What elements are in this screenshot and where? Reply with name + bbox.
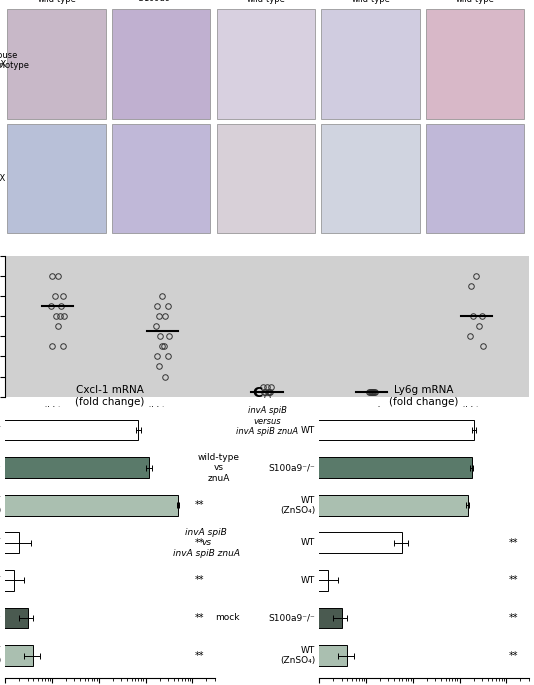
Text: wild-type: wild-type <box>37 0 76 5</box>
Text: mock: mock <box>215 614 240 623</box>
Text: **: ** <box>508 575 518 586</box>
Text: **: ** <box>508 651 518 660</box>
Text: WT
(ZnSO₄): WT (ZnSO₄) <box>0 495 1 515</box>
Bar <box>0 645 34 666</box>
Text: **: ** <box>194 613 204 623</box>
Text: WT: WT <box>0 576 1 585</box>
Text: C: C <box>253 386 263 400</box>
Text: WT: WT <box>301 538 315 547</box>
Text: 40X: 40X <box>0 174 6 183</box>
Text: S100a9⁻/⁻: S100a9⁻/⁻ <box>269 614 315 623</box>
Bar <box>0 458 150 478</box>
Title: Ly6g mRNA
(fold change): Ly6g mRNA (fold change) <box>389 385 459 407</box>
FancyBboxPatch shape <box>7 9 106 119</box>
Text: **: ** <box>508 538 518 548</box>
Bar <box>0 532 403 553</box>
Text: WT: WT <box>301 425 315 434</box>
Bar <box>0 495 178 516</box>
FancyBboxPatch shape <box>217 9 315 119</box>
Text: wild-type: wild-type <box>247 0 285 5</box>
Text: WT
(ZnSO₄): WT (ZnSO₄) <box>280 495 315 515</box>
Bar <box>0 608 342 628</box>
Text: 10X: 10X <box>0 60 6 68</box>
Title: Cxcl-1 mRNA
(fold change): Cxcl-1 mRNA (fold change) <box>75 385 145 407</box>
Bar <box>0 458 472 478</box>
FancyBboxPatch shape <box>217 123 315 233</box>
Bar <box>0 420 138 440</box>
Text: invA spiB
vs
invA spiB znuA: invA spiB vs invA spiB znuA <box>173 528 240 558</box>
Text: **: ** <box>194 575 204 586</box>
Text: **: ** <box>194 651 204 660</box>
Text: wild-type
vs
znuA: wild-type vs znuA <box>198 453 240 482</box>
FancyBboxPatch shape <box>321 9 420 119</box>
FancyBboxPatch shape <box>112 9 210 119</box>
FancyBboxPatch shape <box>426 9 524 119</box>
Text: S100a9⁻/⁻: S100a9⁻/⁻ <box>269 463 315 472</box>
Text: **: ** <box>194 538 204 548</box>
Text: wild-type: wild-type <box>456 0 494 5</box>
Bar <box>0 645 348 666</box>
Text: WT: WT <box>301 576 315 585</box>
Text: WT: WT <box>0 425 1 434</box>
Text: S100a9⁻/⁻: S100a9⁻/⁻ <box>0 463 1 472</box>
Text: $S100a9^{-/-}$: $S100a9^{-/-}$ <box>138 0 184 5</box>
Text: **: ** <box>194 500 204 510</box>
Bar <box>0 420 474 440</box>
FancyBboxPatch shape <box>7 123 106 233</box>
FancyBboxPatch shape <box>112 123 210 233</box>
Text: Mouse
genotype: Mouse genotype <box>0 51 30 70</box>
FancyBboxPatch shape <box>321 123 420 233</box>
Bar <box>0 570 13 590</box>
Text: S100a9⁻/⁻: S100a9⁻/⁻ <box>0 614 1 623</box>
Bar <box>0 608 28 628</box>
Bar <box>0 570 327 590</box>
Text: wild-type: wild-type <box>351 0 390 5</box>
Text: WT: WT <box>0 538 1 547</box>
Text: WT
(ZnSO₄): WT (ZnSO₄) <box>280 646 315 665</box>
Bar <box>0 495 468 516</box>
Bar <box>0 532 19 553</box>
FancyBboxPatch shape <box>426 123 524 233</box>
Text: WT
(ZnSO₄): WT (ZnSO₄) <box>0 646 1 665</box>
Text: **: ** <box>508 613 518 623</box>
